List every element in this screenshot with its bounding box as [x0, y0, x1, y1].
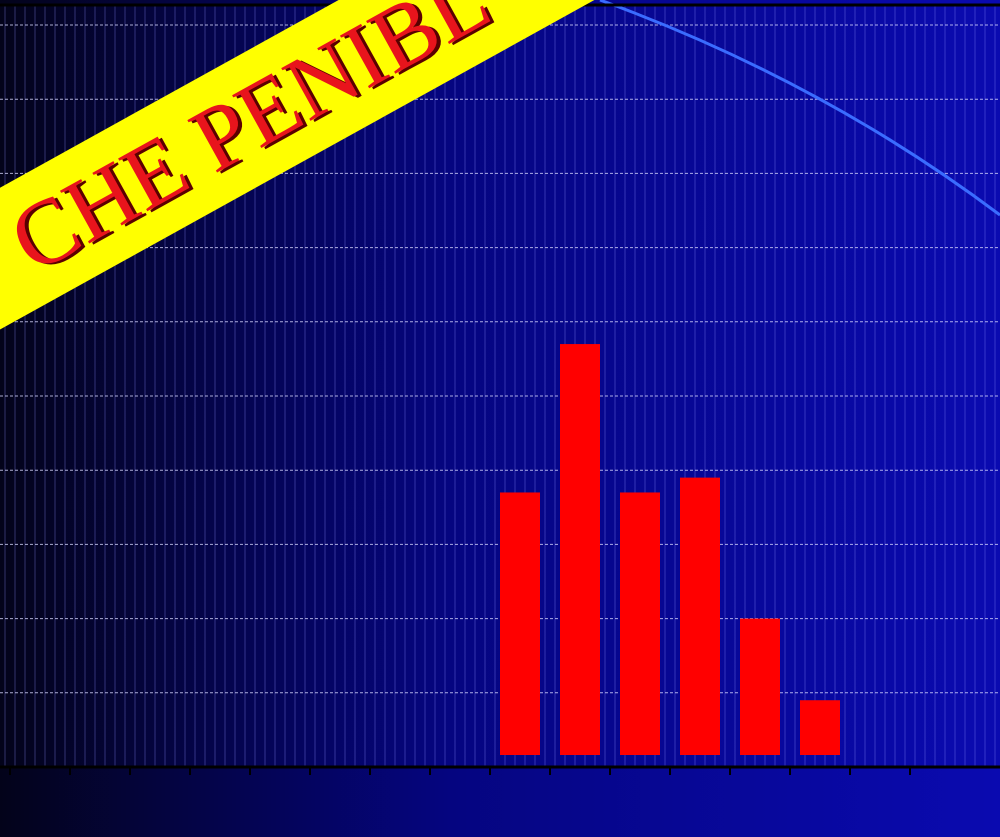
- bar: [740, 618, 780, 755]
- banner-band: [0, 0, 648, 378]
- bar: [620, 492, 660, 755]
- bar: [500, 492, 540, 755]
- curve: [599, 0, 1000, 217]
- bar: [680, 477, 720, 755]
- bar: [800, 700, 840, 755]
- vertical-grid: [4, 5, 996, 767]
- bar: [560, 344, 600, 755]
